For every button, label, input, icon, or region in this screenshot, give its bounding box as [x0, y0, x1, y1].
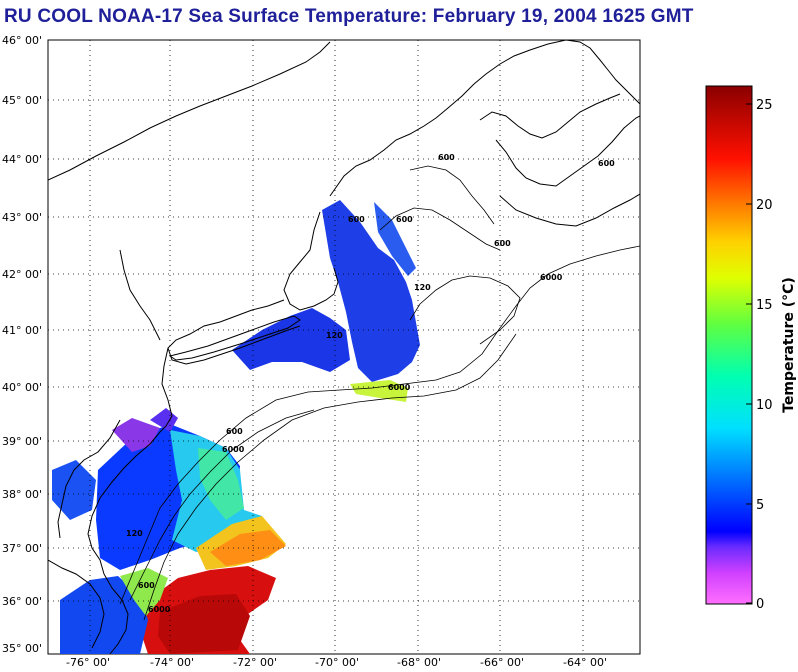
- lon-label: -72° 00': [233, 656, 277, 669]
- sst-patch-nc-mixed: [120, 568, 168, 616]
- coastline-inland-border: [48, 41, 331, 181]
- isobath-label: 120: [414, 283, 431, 292]
- lat-label: 43° 00': [2, 211, 42, 224]
- lat-label: 35° 00': [2, 642, 42, 655]
- lat-label: 38° 00': [2, 488, 42, 501]
- lat-label: 40° 00': [2, 381, 42, 394]
- sst-patch-chesapeake: [112, 418, 160, 452]
- lon-label: -76° 00': [66, 656, 110, 669]
- isobaths: [119, 165, 640, 621]
- coastline-delmarva: [87, 431, 161, 575]
- isobath-gom-basin: [379, 207, 501, 251]
- lat-label: 41° 00': [2, 324, 42, 337]
- lat-label: 37° 00': [2, 542, 42, 555]
- coastlines: [48, 40, 640, 654]
- coastline-new-jersey: [159, 347, 173, 433]
- colorbar-tick: 0: [756, 597, 764, 612]
- coastline-nova-scotia-south: [499, 193, 640, 227]
- sst-patch-mab-green: [198, 448, 244, 520]
- isobath-label: 600: [348, 215, 365, 224]
- map-title: RU COOL NOAA-17 Sea Surface Temperature:…: [4, 6, 694, 27]
- lon-label: -74° 00': [150, 656, 194, 669]
- sst-patch-estuaries: [52, 460, 96, 520]
- coastline-long-island: [168, 315, 301, 361]
- sst-patch-gulf-stream-core: [158, 594, 250, 654]
- isobath-georges: [409, 275, 521, 345]
- isobath-label: 6000: [540, 273, 563, 282]
- isobath-label: 120: [126, 529, 143, 538]
- coastline-novascotia: [495, 115, 640, 187]
- lat-label: 45° 00': [2, 94, 42, 107]
- colorbar-tick: 10: [756, 398, 773, 413]
- lat-label: 36° 00': [2, 595, 42, 608]
- isobath-label-group: 600 600 600 600 120 120 600 6000 6000 60…: [126, 153, 615, 614]
- colorbar-tick: 25: [756, 98, 773, 113]
- isobath-label: 6000: [148, 605, 171, 614]
- colorbar-tick: 20: [756, 198, 773, 213]
- lat-label: 39° 00': [2, 435, 42, 448]
- isobath-label: 6000: [222, 445, 245, 454]
- lat-label: 46° 00': [2, 34, 42, 47]
- isobath-deep: [143, 333, 517, 621]
- lon-label: -66° 00': [480, 656, 524, 669]
- lon-label: -68° 00': [397, 656, 441, 669]
- graticule: [48, 40, 640, 654]
- isobath-label: 600: [438, 153, 455, 162]
- coastline-inland-2: [119, 249, 161, 341]
- lat-label: 44° 00': [2, 153, 42, 166]
- isobath-label: 6000: [388, 383, 411, 392]
- longitude-axis: -76° 00' -74° 00' -72° 00' -70° 00' -68°…: [66, 656, 607, 669]
- lat-label: 42° 00': [2, 268, 42, 281]
- colorbar-label: Temperature (°C): [781, 277, 797, 413]
- isobath-label: 120: [326, 331, 343, 340]
- colorbar-tick: 15: [756, 298, 773, 313]
- coastline-chesapeake: [57, 419, 121, 539]
- coastline-bay-of-fundy: [479, 93, 621, 139]
- colorbar: 25 20 15 10 5 0 Temperature (°C): [705, 85, 797, 612]
- latitude-axis: 46° 00' 45° 00' 44° 00' 43° 00' 42° 00' …: [2, 34, 42, 655]
- lon-label: -64° 00': [563, 656, 607, 669]
- coastline-nc: [103, 573, 129, 654]
- isobath-label: 600: [598, 159, 615, 168]
- coastline-pamlico: [48, 559, 105, 649]
- coastline-ri-ct-ny: [167, 299, 301, 365]
- sst-patch-gulf-maine-east: [374, 202, 416, 276]
- isobath-gom-ridge: [409, 165, 495, 225]
- coastline-cape-cod: [283, 211, 339, 311]
- lon-label: -70° 00': [315, 656, 359, 669]
- sst-patch-ri-shelf: [232, 308, 350, 372]
- sst-patch-gulf-maine: [322, 200, 420, 382]
- coastline-maine-canada: [329, 40, 640, 197]
- colorbar-tick: 5: [756, 498, 764, 513]
- isobath-shelf-break: [119, 245, 640, 605]
- colorbar-gradient: [705, 85, 753, 605]
- isobath-label: 600: [494, 239, 511, 248]
- isobath-label: 600: [396, 215, 413, 224]
- isobath-label: 600: [226, 427, 243, 436]
- isobath-inner: [129, 409, 315, 601]
- isobath-label: 600: [138, 581, 155, 590]
